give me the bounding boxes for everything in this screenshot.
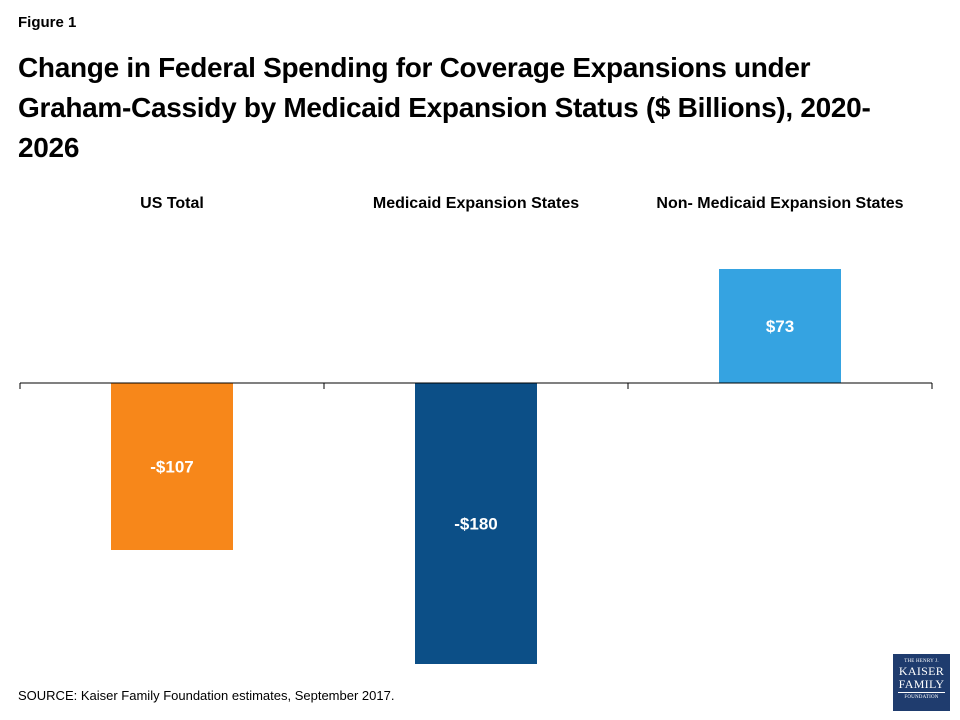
bar-0 [111,383,233,550]
data-label-1: -$180 [454,515,497,534]
logo-line-4: FOUNDATION [904,695,939,700]
figure-label: Figure 1 [18,14,77,31]
source-note: SOURCE: Kaiser Family Foundation estimat… [18,688,395,703]
chart-title: Change in Federal Spending for Coverage … [18,52,871,163]
bar-2 [719,269,841,383]
category-label-2: Non- Medicaid Expansion States [656,195,903,212]
bar-1 [415,383,537,664]
category-label-1: Medicaid Expansion States [373,195,579,212]
data-label-2: $73 [766,317,794,336]
logo-line-3: FAMILY [898,677,945,691]
logo-line-2: KAISER [898,664,945,678]
kff-logo: THE HENRY J. KAISER FAMILY FOUNDATION [893,654,950,711]
logo-rule [898,692,945,693]
category-label-0: US Total [140,195,204,212]
data-label-0: -$107 [150,458,193,477]
logo-line-1: THE HENRY J. [904,659,939,664]
